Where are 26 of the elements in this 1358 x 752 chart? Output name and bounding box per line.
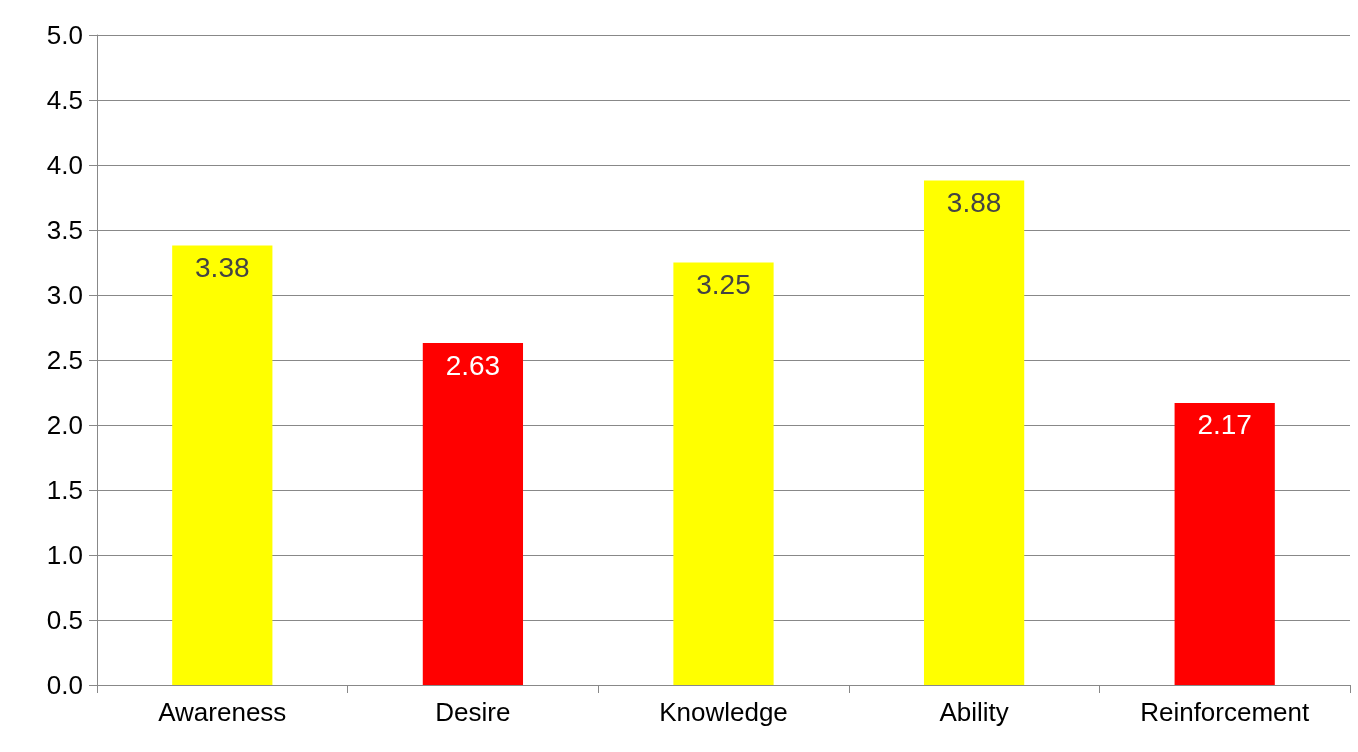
y-tick-label: 0.5: [46, 605, 83, 635]
y-tick-label: 3.0: [46, 280, 83, 310]
bar: [172, 245, 273, 685]
y-tick-label: 1.5: [46, 475, 83, 505]
data-label: 2.63: [445, 349, 501, 381]
y-tick-label: 4.0: [46, 150, 83, 180]
data-label: 3.25: [696, 269, 751, 300]
y-tick-label: 0.0: [46, 670, 83, 700]
y-tick-label: 2.5: [46, 345, 83, 375]
bar: [1174, 402, 1275, 685]
y-tick-label: 3.5: [46, 215, 83, 245]
bar: [923, 180, 1025, 685]
y-tick-label: 1.0: [46, 540, 83, 570]
y-tick-label: 4.5: [46, 85, 83, 115]
x-tick-label: Desire: [435, 697, 511, 727]
x-tick-label: Awareness: [158, 697, 287, 727]
data-label: 2.17: [1197, 409, 1252, 441]
x-tick-label: Knowledge: [659, 697, 788, 727]
bar: [673, 262, 774, 685]
x-tick-label: Ability: [939, 697, 1009, 727]
bar: [422, 343, 524, 685]
y-tick-label: 5.0: [46, 20, 83, 50]
x-tick-label: Reinforcement: [1140, 697, 1311, 727]
y-tick-label: 2.0: [46, 410, 83, 440]
data-label: 3.88: [946, 187, 1002, 219]
data-label: 3.38: [195, 252, 250, 284]
